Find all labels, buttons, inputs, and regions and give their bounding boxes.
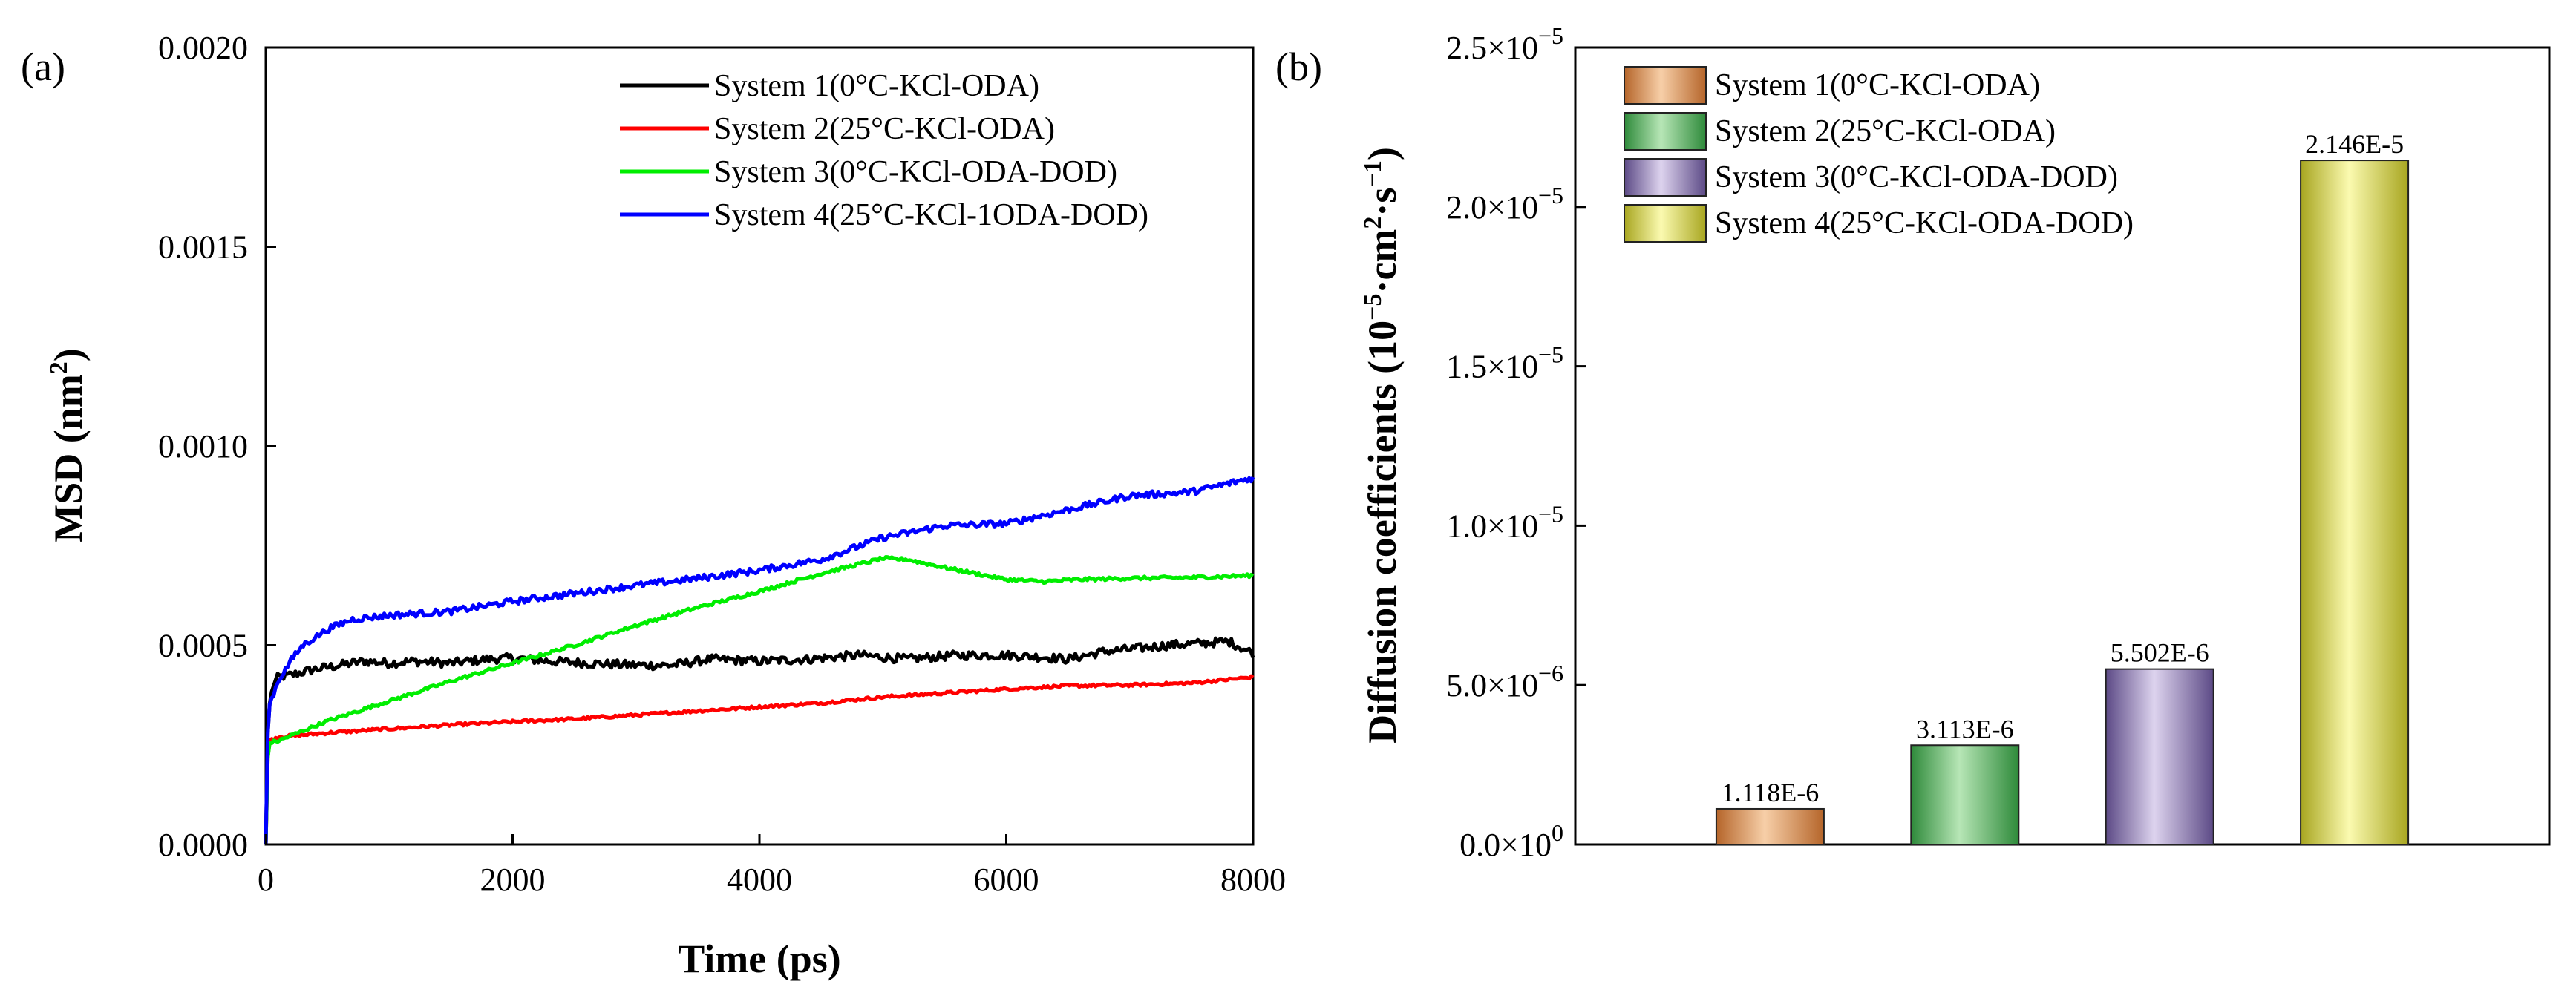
- diffusion-y-tick-label: 1.5×10−5: [1446, 341, 1563, 385]
- msd-series-group: [264, 476, 1255, 845]
- diffusion-bars-group: 1.118E-6 3.113E-6 5.502E-6 2.146E-5: [1715, 129, 2410, 846]
- msd-series-line-1: [264, 636, 1255, 845]
- msd-legend-label-4: System 4(25°C-KCl-1ODA-DOD): [714, 198, 1148, 232]
- diffusion-y-tick-label: 0.0×100: [1459, 819, 1563, 863]
- diffusion-legend-label-1: System 1(0°C-KCl-ODA): [1715, 68, 2040, 102]
- msd-x-ticks: 0 2000 4000 6000 8000: [258, 834, 1286, 898]
- diffusion-legend-label-3: System 3(0°C-KCl-ODA-DOD): [1715, 160, 2118, 194]
- diffusion-y-tick-label: 5.0×10−6: [1446, 660, 1563, 703]
- msd-series-line-4: [264, 476, 1255, 845]
- msd-series-line-2: [264, 674, 1255, 845]
- msd-line-chart: 0.0000 0.0005 0.0010 0.0015 0.0020 0 2000 4000…: [45, 30, 1286, 981]
- msd-x-tick-label: 8000: [1220, 862, 1286, 898]
- msd-legend-label-3: System 3(0°C-KCl-ODA-DOD): [714, 155, 1117, 189]
- diffusion-bar-3: [2105, 668, 2214, 846]
- diffusion-y-axis-title: Diffusion coefficients (10−5·cm2·s−1): [1359, 147, 1405, 744]
- msd-x-tick-label: 2000: [480, 862, 546, 898]
- diffusion-legend: System 1(0°C-KCl-ODA) System 2(25°C-KCl-O…: [1624, 66, 2134, 243]
- msd-y-tick-label: 0.0010: [158, 428, 248, 465]
- panel-b-label: (b): [1275, 45, 1322, 89]
- msd-y-ticks: 0.0000 0.0005 0.0010 0.0015 0.0020: [158, 30, 276, 863]
- msd-x-tick-label: 0: [258, 862, 274, 898]
- diffusion-bar-4: [2300, 160, 2410, 845]
- msd-y-tick-label: 0.0020: [158, 30, 248, 66]
- diffusion-y-tick-label: 2.5×10−5: [1446, 22, 1563, 66]
- msd-legend-label-1: System 1(0°C-KCl-ODA): [714, 69, 1039, 103]
- diffusion-bar-1: [1715, 807, 1825, 845]
- diffusion-bar-value-label-3: 5.502E-6: [2111, 638, 2209, 668]
- diffusion-legend-swatch-3: [1624, 158, 1707, 197]
- diffusion-legend-swatch-2: [1624, 112, 1707, 151]
- msd-y-tick-label: 0.0000: [158, 827, 248, 863]
- msd-y-tick-label: 0.0015: [158, 229, 248, 266]
- msd-x-axis-title: Time (ps): [678, 937, 841, 981]
- diffusion-bar-value-label-4: 2.146E-5: [2305, 129, 2404, 159]
- msd-series-line-3: [264, 555, 1255, 845]
- diffusion-legend-label-4: System 4(25°C-KCl-ODA-DOD): [1715, 206, 2134, 240]
- msd-y-axis-title: MSD (nm2): [45, 348, 91, 542]
- plot-b-frame: [1574, 46, 2551, 846]
- msd-legend: System 1(0°C-KCl-ODA) System 2(25°C-KCl-O…: [620, 69, 1148, 232]
- diffusion-legend-swatch-1: [1624, 66, 1707, 105]
- panel-a-label: (a): [21, 45, 65, 89]
- diffusion-bar-chart: 1.118E-6 3.113E-6 5.502E-6 2.146E-5 0.0×100…: [1359, 22, 2551, 863]
- diffusion-y-tick-label: 1.0×10−5: [1446, 500, 1563, 544]
- diffusion-bar-value-label-2: 3.113E-6: [1916, 714, 2014, 744]
- diffusion-legend-swatch-4: [1624, 204, 1707, 243]
- msd-legend-label-2: System 2(25°C-KCl-ODA): [714, 112, 1055, 146]
- diffusion-y-tick-label: 2.0×10−5: [1446, 182, 1563, 226]
- diffusion-legend-label-2: System 2(25°C-KCl-ODA): [1715, 114, 2056, 148]
- diffusion-y-ticks: 0.0×100 5.0×10−6 1.0×10−5 1.5×10−5 2.0×10−5 2…: [1446, 22, 1586, 863]
- msd-x-tick-label: 4000: [727, 862, 792, 898]
- diffusion-bar-value-label-1: 1.118E-6: [1722, 778, 1820, 807]
- msd-x-tick-label: 6000: [974, 862, 1039, 898]
- diffusion-bar-2: [1910, 744, 2020, 845]
- msd-y-tick-label: 0.0005: [158, 628, 248, 664]
